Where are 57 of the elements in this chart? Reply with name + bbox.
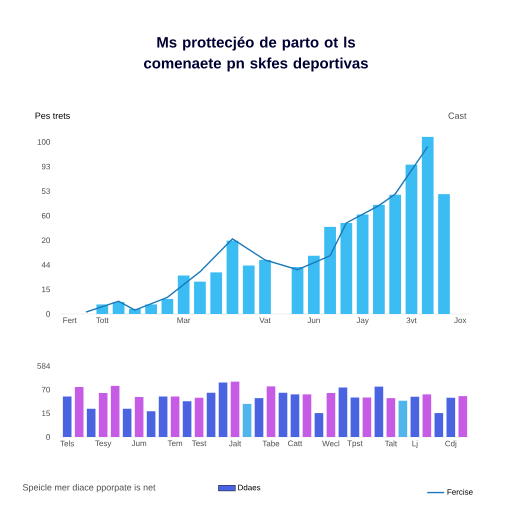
bar (438, 194, 450, 314)
bar (226, 240, 238, 314)
bar (292, 267, 304, 314)
bar (86, 408, 96, 437)
bar (422, 136, 434, 314)
bar (194, 398, 204, 437)
bar (242, 404, 252, 437)
bar (326, 392, 336, 437)
bar (62, 396, 72, 437)
y-axis-title: Pes trets (36, 112, 70, 119)
bar (242, 265, 255, 314)
bar (340, 222, 352, 314)
bar (170, 396, 180, 437)
bar (374, 386, 384, 437)
chart-title: Ms prottecjéo de parto ot ls comenaete pn skfes deportivas (144, 36, 368, 72)
bar (98, 392, 108, 437)
bar (338, 388, 348, 437)
bar (122, 408, 132, 437)
bar (162, 298, 174, 314)
bar (406, 164, 418, 314)
bar (314, 413, 324, 437)
bar (422, 394, 432, 437)
bar (74, 387, 84, 437)
bar (324, 226, 336, 314)
bar (373, 204, 385, 314)
bar (146, 411, 156, 437)
bar (230, 382, 240, 437)
bar (218, 382, 228, 437)
bar (112, 302, 124, 314)
bar (134, 397, 144, 437)
bar (182, 401, 192, 437)
bar (206, 392, 216, 437)
bar (278, 392, 288, 437)
bar (210, 272, 222, 314)
bar (308, 256, 320, 314)
bar (290, 394, 300, 437)
text: Speicle mer diace pporpate is net (22, 484, 156, 492)
bar (350, 397, 360, 437)
bar (194, 282, 206, 314)
bar (386, 398, 396, 437)
bar (302, 394, 312, 437)
bar (266, 386, 276, 437)
bar (362, 397, 372, 437)
bar (434, 413, 444, 437)
bar (259, 260, 271, 314)
bar (110, 386, 120, 437)
bar (158, 396, 168, 437)
bar (254, 398, 264, 437)
bar (356, 214, 368, 314)
bar (389, 194, 402, 314)
bar (410, 396, 420, 437)
bar (145, 304, 157, 314)
text: Cast (448, 112, 466, 119)
bar (178, 276, 190, 314)
bar (446, 398, 456, 437)
bar (458, 396, 468, 437)
bar (398, 400, 408, 437)
